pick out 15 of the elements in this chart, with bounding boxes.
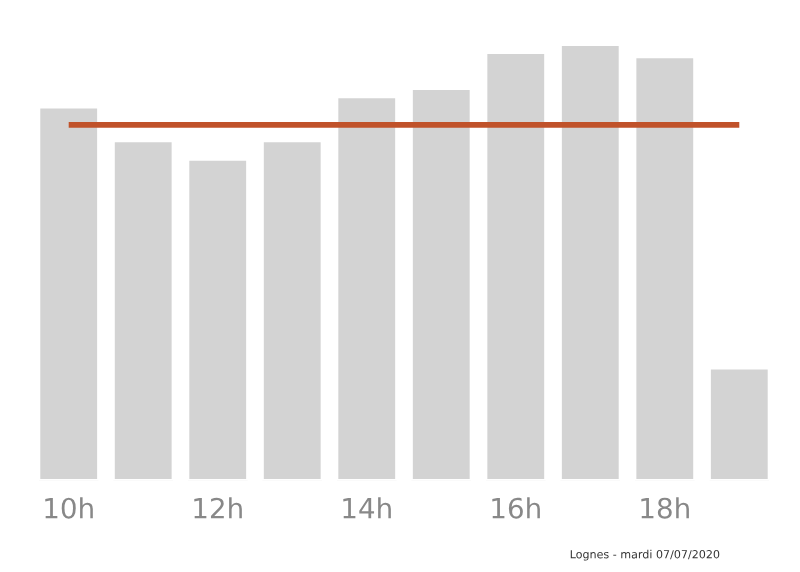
bar <box>708 366 771 481</box>
bar <box>37 105 100 481</box>
bar <box>261 139 324 481</box>
x-tick-label: 14h <box>343 497 391 519</box>
x-tick-label: 12h <box>194 497 242 519</box>
x-tick-label: 18h <box>641 497 689 519</box>
bar <box>112 139 175 481</box>
bar <box>410 87 473 481</box>
bar <box>335 95 398 481</box>
x-tick-label: 16h <box>492 497 540 519</box>
bar <box>633 55 696 481</box>
x-tick-label: 10h <box>45 497 93 519</box>
bar <box>559 43 622 481</box>
bar <box>484 51 547 481</box>
bar <box>186 157 249 481</box>
